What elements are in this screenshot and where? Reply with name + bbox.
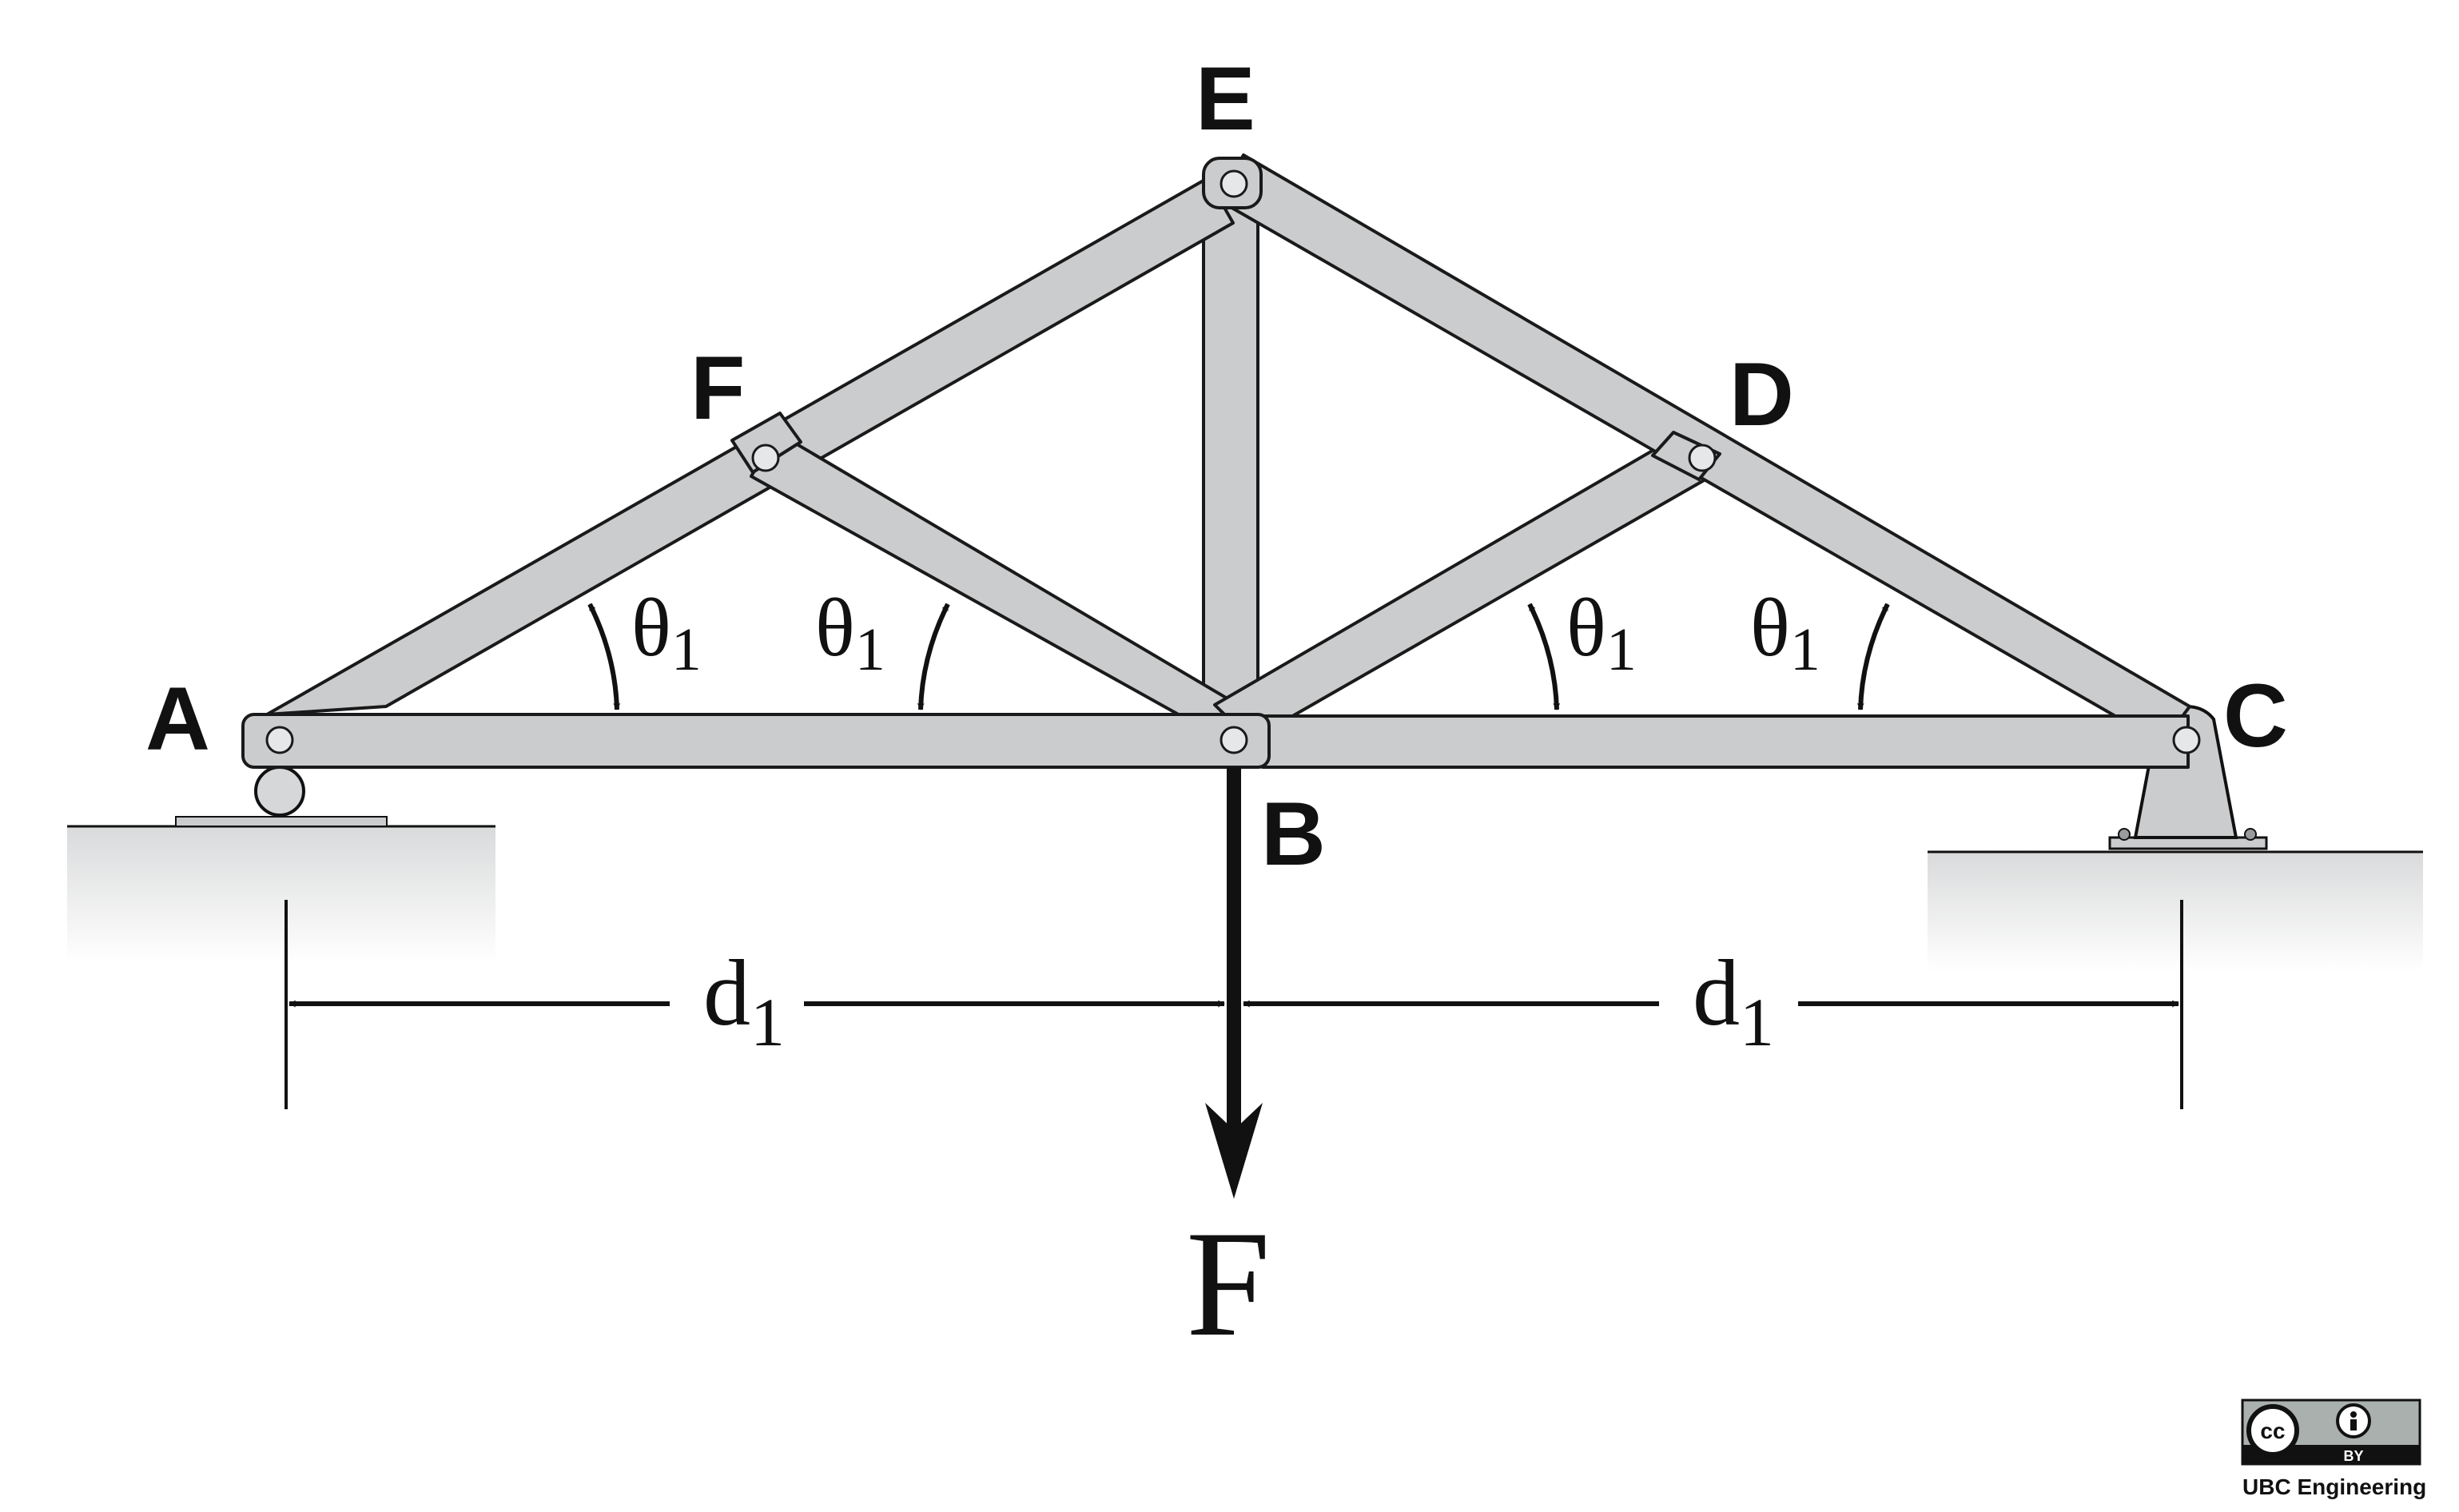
dimension-lines: d1 d1 xyxy=(284,900,2183,1109)
truss-members xyxy=(241,153,2191,769)
gusset-F xyxy=(730,412,802,474)
joint-labels: A B C D E F xyxy=(145,49,2288,884)
roller-support xyxy=(254,766,305,817)
load-label: F xyxy=(1186,1200,1271,1368)
angle-label-4: θ1 xyxy=(1750,582,1820,683)
dim-label-2: d1 xyxy=(1693,941,1774,1060)
angle-arc-3 xyxy=(1527,603,1561,710)
pin-F xyxy=(751,444,780,472)
pin-B xyxy=(1220,726,1248,754)
by-text: BY xyxy=(2343,1448,2363,1464)
cc-icon xyxy=(2246,1404,2299,1457)
load-arrow xyxy=(1205,767,1263,1199)
angle-labels: θ1 θ1 θ1 θ1 xyxy=(631,582,1820,683)
joint-label-A: A xyxy=(145,669,210,769)
joint-label-F: F xyxy=(690,338,745,438)
joint-label-B: B xyxy=(1261,784,1326,884)
angle-label-1: θ1 xyxy=(631,582,702,683)
pin-A xyxy=(265,726,294,754)
cc-text: cc xyxy=(2260,1418,2285,1443)
pin-E xyxy=(1220,169,1248,198)
dim-label-1: d1 xyxy=(703,941,785,1060)
member-EB xyxy=(1202,181,1259,737)
ground-left xyxy=(67,816,495,962)
ground-right xyxy=(1928,850,2423,972)
joint-label-C: C xyxy=(2223,666,2288,766)
joint-label-E: E xyxy=(1196,49,1255,149)
angle-arc-2 xyxy=(917,603,950,710)
angle-label-2: θ1 xyxy=(815,582,885,683)
pin-D xyxy=(1688,444,1717,472)
joint-label-D: D xyxy=(1729,344,1794,444)
license-badge: cc BY xyxy=(2241,1399,2421,1466)
member-BC xyxy=(1261,714,2190,769)
member-BD xyxy=(1213,433,1707,742)
credit-text: UBC Engineering xyxy=(2242,1474,2426,1499)
member-AB xyxy=(241,713,1271,769)
angle-arc-4 xyxy=(1856,603,1890,710)
pins xyxy=(265,169,2201,754)
angle-arc-1 xyxy=(587,603,621,710)
angle-arcs xyxy=(587,603,1890,710)
pin-C xyxy=(2172,726,2201,754)
angle-label-3: θ1 xyxy=(1566,582,1637,683)
